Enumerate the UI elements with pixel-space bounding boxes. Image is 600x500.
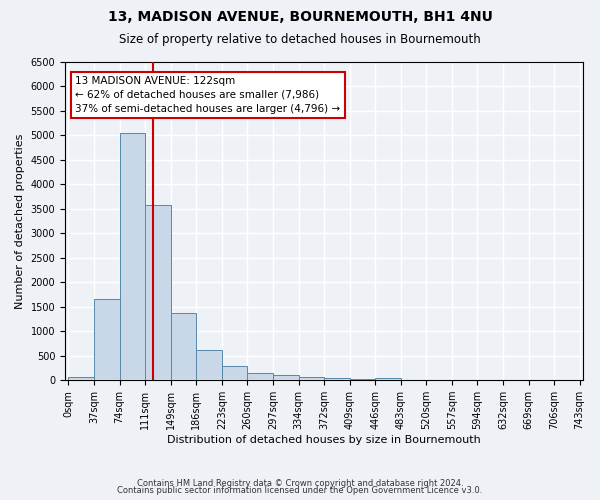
Bar — [68, 377, 94, 380]
Bar — [171, 312, 196, 380]
Bar — [196, 350, 222, 380]
Bar — [222, 366, 247, 380]
Bar — [247, 372, 273, 380]
Text: Size of property relative to detached houses in Bournemouth: Size of property relative to detached ho… — [119, 32, 481, 46]
Y-axis label: Number of detached properties: Number of detached properties — [15, 133, 25, 308]
Bar — [324, 378, 350, 380]
Bar — [350, 378, 375, 380]
Bar — [119, 132, 145, 380]
Bar — [145, 204, 171, 380]
Bar — [273, 375, 299, 380]
Text: Contains public sector information licensed under the Open Government Licence v3: Contains public sector information licen… — [118, 486, 482, 495]
Text: 13, MADISON AVENUE, BOURNEMOUTH, BH1 4NU: 13, MADISON AVENUE, BOURNEMOUTH, BH1 4NU — [107, 10, 493, 24]
Bar — [299, 377, 324, 380]
Bar — [94, 300, 119, 380]
Text: 13 MADISON AVENUE: 122sqm
← 62% of detached houses are smaller (7,986)
37% of se: 13 MADISON AVENUE: 122sqm ← 62% of detac… — [76, 76, 341, 114]
X-axis label: Distribution of detached houses by size in Bournemouth: Distribution of detached houses by size … — [167, 435, 481, 445]
Text: Contains HM Land Registry data © Crown copyright and database right 2024.: Contains HM Land Registry data © Crown c… — [137, 478, 463, 488]
Bar — [375, 378, 401, 380]
